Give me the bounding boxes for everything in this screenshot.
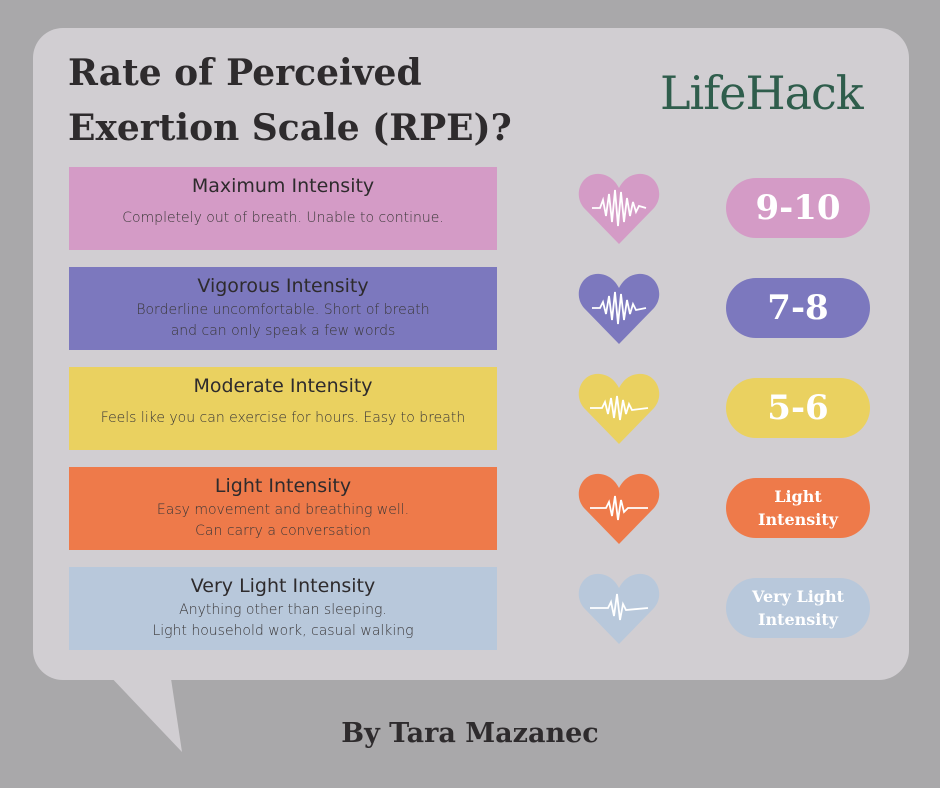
intensity-card-light: Light Intensity Easy movement and breath… <box>69 467 497 550</box>
rpe-rating-badge: 7-8 <box>726 278 870 338</box>
speech-bubble-tail <box>106 672 182 752</box>
intensity-card-moderate: Moderate Intensity Feels like you can ex… <box>69 367 497 450</box>
intensity-card-very-light: Very Light Intensity Anything other than… <box>69 567 497 650</box>
intensity-card-description: Easy movement and breathing well. Can ca… <box>156 502 410 539</box>
lifehack-logo: LifeHack <box>660 66 864 120</box>
intensity-card-title: Vigorous Intensity <box>197 275 369 297</box>
heartbeat-heart-icon <box>578 273 660 344</box>
heartbeat-heart-icon <box>578 173 660 244</box>
intensity-card-description: Anything other than sleeping. Light hous… <box>152 602 414 639</box>
intensity-card-description: Completely out of breath. Unable to cont… <box>122 210 444 226</box>
rpe-rating-badge: Very Light Intensity <box>726 578 870 638</box>
heartbeat-heart-icon <box>578 573 660 644</box>
intensity-card-vigorous: Vigorous Intensity Borderline uncomforta… <box>69 267 497 350</box>
author-byline: By Tara Mazanec <box>341 718 599 749</box>
intensity-card-maximum: Maximum Intensity Completely out of brea… <box>69 167 497 250</box>
intensity-card-title: Maximum Intensity <box>191 175 375 197</box>
rpe-rating-badge: 9-10 <box>726 178 870 238</box>
intensity-card-description: Feels like you can exercise for hours. E… <box>100 410 466 426</box>
intensity-card-title: Moderate Intensity <box>193 375 373 397</box>
intensity-card-description: Borderline uncomfortable. Short of breat… <box>136 302 430 339</box>
intensity-card-title: Very Light Intensity <box>190 575 376 597</box>
intensity-card-title: Light Intensity <box>214 475 352 497</box>
heartbeat-heart-icon <box>578 373 660 444</box>
rpe-rating-badge: 5-6 <box>726 378 870 438</box>
heartbeat-heart-icon <box>578 473 660 544</box>
rpe-rating-badge: Light Intensity <box>726 478 870 538</box>
page-title: Rate of Perceived Exertion Scale (RPE)? <box>68 52 512 149</box>
